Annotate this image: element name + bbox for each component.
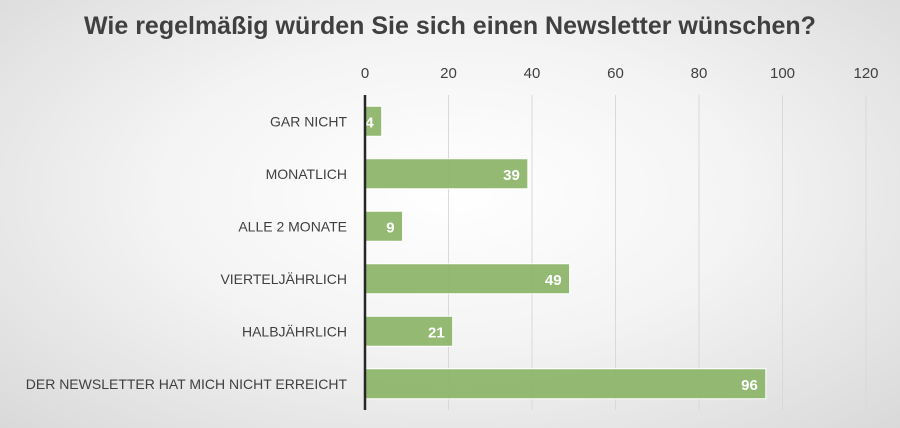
tick-label: 100 <box>770 65 795 82</box>
bar <box>364 263 571 295</box>
category-label: MONATLICH <box>266 166 347 182</box>
tick-label: 80 <box>691 65 708 82</box>
tick-label: 120 <box>853 65 878 82</box>
bar <box>364 158 529 190</box>
tick-label: 60 <box>607 65 624 82</box>
bar <box>364 315 454 347</box>
chart-title: Wie regelmäßig würden Sie sich einen New… <box>84 12 816 40</box>
tick-label: 40 <box>524 65 541 82</box>
bar <box>364 210 404 242</box>
category-label: ALLE 2 MONATE <box>238 218 347 234</box>
tick-label: 20 <box>440 65 457 82</box>
category-label: GAR NICHT <box>270 113 347 129</box>
data-label: 9 <box>386 219 394 236</box>
bar <box>364 368 767 400</box>
tick-label: 0 <box>361 65 369 82</box>
data-label: 21 <box>428 324 445 341</box>
category-label: VIERTELJÄHRLICH <box>220 271 347 287</box>
data-label: 39 <box>503 167 520 184</box>
data-label: 4 <box>365 114 374 131</box>
data-label: 49 <box>545 272 562 289</box>
category-label: HALBJÄHRLICH <box>242 323 347 339</box>
category-label: DER NEWSLETTER HAT MICH NICHT ERREICHT <box>26 376 348 392</box>
data-label: 96 <box>741 377 758 394</box>
